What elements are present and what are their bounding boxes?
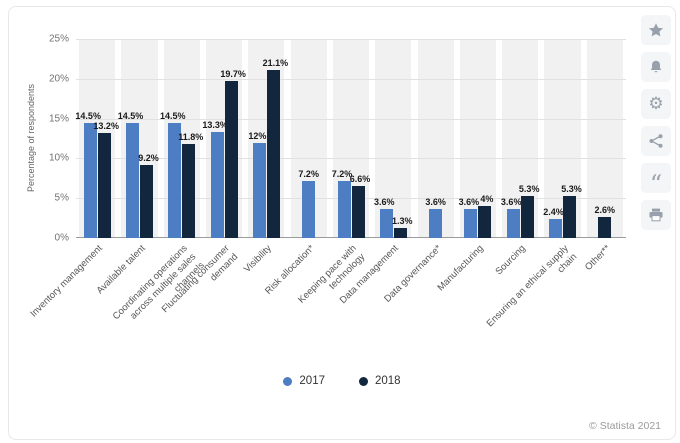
- y-tick-label: 5%: [54, 192, 69, 204]
- gridline: [76, 198, 626, 200]
- print-button[interactable]: [641, 200, 671, 230]
- gridline: [76, 39, 626, 40]
- value-label: 11.8%: [178, 132, 204, 143]
- value-label: 1.3%: [392, 215, 413, 226]
- bar-2017[interactable]: [464, 209, 478, 238]
- print-icon: [648, 207, 664, 223]
- x-axis-label: Data governance*: [381, 243, 444, 305]
- value-label: 6.6%: [349, 173, 371, 184]
- settings-button[interactable]: ⚙: [641, 89, 671, 119]
- legend-label-2017: 2017: [299, 375, 325, 387]
- bar-2017[interactable]: [210, 132, 224, 238]
- y-tick-label: 10%: [48, 152, 69, 164]
- bar-2018[interactable]: [266, 70, 280, 238]
- bar-2018[interactable]: [182, 144, 196, 238]
- gridline: [76, 158, 626, 160]
- x-axis-label: Manufacturing: [435, 243, 486, 294]
- bar-2018[interactable]: [478, 206, 492, 238]
- bar-2018[interactable]: [224, 81, 238, 238]
- legend-item-2017[interactable]: 2017: [283, 375, 325, 387]
- bar-2017[interactable]: [506, 209, 520, 238]
- value-label: 13.2%: [93, 120, 119, 131]
- share-button[interactable]: [641, 126, 671, 156]
- bell-icon: [648, 59, 664, 75]
- bar-2018[interactable]: [598, 217, 612, 238]
- bar-2017[interactable]: [337, 180, 351, 238]
- value-label: 19.7%: [220, 69, 246, 80]
- bar-2017[interactable]: [429, 209, 443, 238]
- value-label: 14.5%: [160, 110, 186, 121]
- value-label: 7.2%: [298, 168, 319, 179]
- y-tick-label: 20%: [48, 73, 69, 85]
- y-axis-ticks: 0% 5% 10% 15% 20% 25%: [9, 34, 69, 244]
- bar-2017[interactable]: [168, 122, 182, 238]
- bar-2018[interactable]: [520, 195, 534, 238]
- value-label: 5.3%: [561, 183, 582, 194]
- statista-copyright: © Statista 2021: [589, 420, 661, 432]
- value-label: 5.3%: [518, 183, 540, 194]
- plot-area: 14.5% 13.2% 14.5% 9.2% 14.5% 11.8% 13.3% 19.7% 1…: [75, 39, 626, 238]
- value-label: 3.6%: [425, 197, 446, 208]
- category-band: [586, 39, 623, 238]
- value-label: 12%: [248, 130, 267, 141]
- legend-item-2018[interactable]: 2018: [359, 375, 401, 387]
- cite-button[interactable]: “: [641, 163, 671, 196]
- category-band: [459, 39, 497, 238]
- x-axis-label: Inventory management: [28, 243, 105, 320]
- value-label: 14.5%: [75, 110, 101, 121]
- y-tick-label: 15%: [48, 113, 69, 125]
- category-band: [375, 39, 412, 238]
- gridline: [76, 78, 626, 80]
- value-label: 14.5%: [117, 110, 144, 121]
- bar-2018[interactable]: [351, 185, 365, 238]
- chart-card: Percentage of respondents 0% 5% 10% 15% 20% 2…: [8, 6, 676, 440]
- bar-2018[interactable]: [140, 164, 153, 238]
- bar-2018[interactable]: [97, 132, 111, 238]
- value-label: 13.3%: [202, 120, 228, 131]
- x-axis-labels: Inventory management Available talent Coor…: [28, 239, 626, 359]
- bar-2017[interactable]: [379, 209, 393, 238]
- bar-2017[interactable]: [302, 180, 316, 238]
- alerts-button[interactable]: [641, 52, 671, 82]
- legend-label-2018: 2018: [375, 375, 401, 387]
- star-icon: [648, 22, 664, 38]
- favorite-button[interactable]: [641, 15, 671, 45]
- value-label: 2.4%: [543, 206, 564, 217]
- value-label: 2.6%: [594, 205, 616, 216]
- value-label: 7.2%: [331, 168, 353, 179]
- value-label: 21.1%: [262, 58, 289, 68]
- y-tick-label: 0%: [54, 232, 69, 244]
- gridline: [76, 118, 626, 120]
- value-label: 4%: [480, 194, 494, 205]
- value-label: 3.6%: [500, 197, 522, 208]
- legend: 2017 2018: [9, 375, 675, 387]
- bar-2017[interactable]: [126, 122, 139, 238]
- bar-2017[interactable]: [549, 218, 562, 238]
- bar-2018[interactable]: [393, 227, 407, 238]
- value-label: 3.6%: [458, 197, 480, 208]
- x-axis-line: [76, 237, 626, 238]
- category-band: [417, 39, 454, 238]
- y-tick-label: 25%: [48, 33, 69, 45]
- share-icon: [648, 133, 664, 149]
- value-label: 9.2%: [138, 152, 159, 163]
- legend-dot-2017: [283, 376, 293, 386]
- toolbar: ⚙ “: [641, 15, 671, 230]
- value-label: 3.6%: [374, 197, 395, 208]
- gear-icon: ⚙: [648, 93, 664, 114]
- bar-2017[interactable]: [252, 142, 266, 238]
- bar-2017[interactable]: [83, 122, 97, 238]
- bar-2018[interactable]: [563, 195, 576, 238]
- legend-dot-2018: [359, 376, 368, 386]
